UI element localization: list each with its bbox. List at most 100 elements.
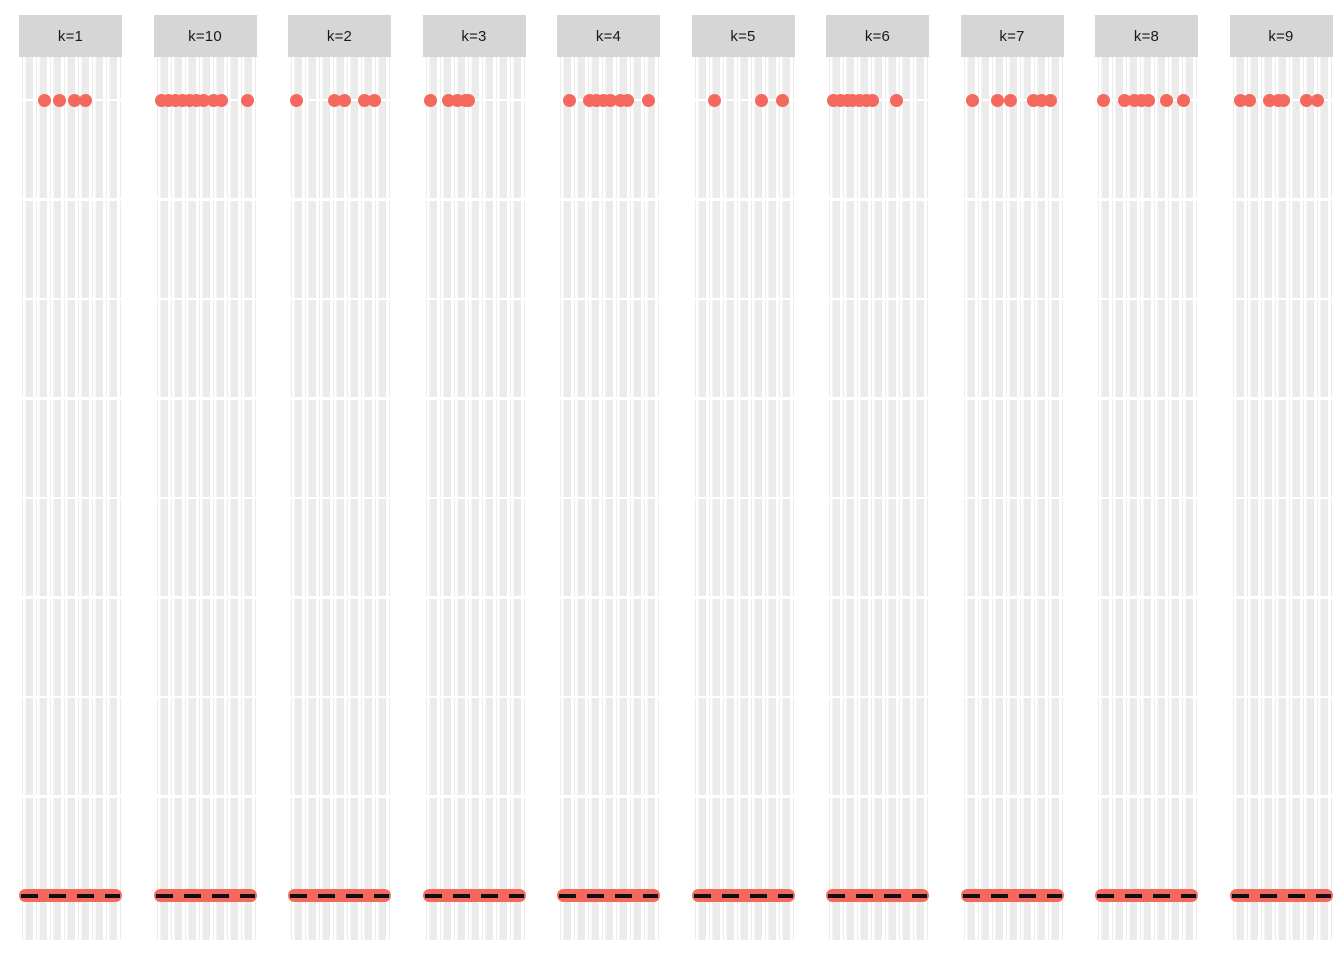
facet-strip-label: k=7 (999, 27, 1025, 45)
facet-strip-label: k=6 (864, 27, 891, 45)
horizontal-gridline (153, 297, 257, 301)
reference-band (826, 889, 929, 903)
facet-strip: k=6 (826, 15, 929, 57)
horizontal-gridline (826, 795, 929, 798)
horizontal-gridline (960, 596, 1064, 599)
data-point (776, 93, 790, 107)
reference-band (557, 889, 660, 903)
facet: k=1 (19, 15, 122, 940)
horizontal-gridline (960, 795, 1064, 798)
horizontal-gridline (691, 795, 795, 798)
dashed-reference-line (424, 894, 524, 898)
data-point (991, 93, 1005, 107)
data-point (1299, 93, 1313, 107)
data-point (53, 93, 67, 107)
horizontal-gridline (422, 397, 526, 400)
horizontal-gridline (422, 695, 526, 699)
data-point (866, 93, 880, 107)
reference-band (691, 889, 795, 903)
horizontal-gridline (422, 795, 526, 798)
facet-panel (826, 57, 929, 940)
horizontal-gridline (19, 397, 122, 400)
horizontal-gridline (153, 397, 257, 400)
horizontal-gridline (826, 397, 929, 400)
horizontal-gridline (691, 397, 795, 400)
horizontal-gridline (288, 496, 391, 500)
horizontal-gridline (1229, 297, 1333, 301)
horizontal-gridline (422, 297, 526, 301)
horizontal-gridline (960, 496, 1064, 500)
data-point (965, 93, 979, 107)
horizontal-gridline (19, 198, 122, 201)
data-point (603, 93, 617, 107)
facet: k=7 (960, 15, 1064, 940)
horizontal-gridline (826, 695, 929, 699)
horizontal-gridline (1229, 198, 1333, 201)
data-point (424, 93, 438, 107)
horizontal-gridline (19, 297, 122, 301)
dashed-reference-line (1097, 894, 1196, 898)
reference-band (960, 889, 1064, 903)
horizontal-gridline (691, 695, 795, 699)
data-point (357, 93, 371, 107)
dashed-reference-line (155, 894, 255, 898)
horizontal-gridline (557, 297, 660, 301)
facet-panel (960, 57, 1064, 940)
horizontal-gridline (288, 795, 391, 798)
facet-strip: k=10 (153, 15, 257, 57)
data-point (367, 93, 381, 107)
reference-band (19, 889, 122, 903)
data-point (1141, 93, 1155, 107)
horizontal-gridline (19, 795, 122, 798)
facet-panel (1229, 57, 1333, 940)
horizontal-gridline (557, 198, 660, 201)
horizontal-gridline (288, 596, 391, 599)
data-point (1177, 93, 1191, 107)
facet-strip: k=3 (422, 15, 526, 57)
horizontal-gridline (557, 596, 660, 599)
data-point (755, 93, 769, 107)
horizontal-gridline (691, 496, 795, 500)
facet-strip: k=5 (691, 15, 795, 57)
facet-panel (1095, 57, 1198, 940)
horizontal-gridline (153, 198, 257, 201)
facet: k=9 (1229, 15, 1333, 940)
facet-panel (422, 57, 526, 940)
data-point (67, 93, 81, 107)
data-point (290, 93, 304, 107)
dashed-reference-line (1231, 894, 1331, 898)
reference-band (1095, 889, 1198, 903)
facet: k=5 (691, 15, 795, 940)
facet-strip-label: k=9 (1268, 27, 1294, 45)
horizontal-gridline (19, 496, 122, 500)
facet: k=4 (557, 15, 660, 940)
horizontal-gridline (826, 297, 929, 301)
horizontal-gridline (153, 695, 257, 699)
data-point (1243, 93, 1257, 107)
data-point (620, 93, 634, 107)
horizontal-gridline (1095, 496, 1198, 500)
horizontal-gridline (1229, 596, 1333, 599)
horizontal-gridline (422, 596, 526, 599)
facet-strip-label: k=1 (57, 27, 84, 45)
horizontal-gridline (557, 496, 660, 500)
dashed-reference-line (828, 894, 927, 898)
facet-strip-label: k=2 (326, 27, 353, 45)
horizontal-gridline (960, 397, 1064, 400)
facet-strip: k=9 (1229, 15, 1333, 57)
horizontal-gridline (153, 496, 257, 500)
horizontal-gridline (1095, 695, 1198, 699)
reference-band (1229, 889, 1333, 903)
data-point (1311, 93, 1325, 107)
dashed-reference-line (21, 894, 120, 898)
data-point (1277, 93, 1291, 107)
horizontal-gridline (557, 397, 660, 400)
horizontal-gridline (960, 297, 1064, 301)
horizontal-gridline (19, 596, 122, 599)
facet: k=2 (288, 15, 391, 940)
facet-strip: k=7 (960, 15, 1064, 57)
data-point (327, 93, 341, 107)
horizontal-gridline (557, 695, 660, 699)
reference-band (288, 889, 391, 903)
